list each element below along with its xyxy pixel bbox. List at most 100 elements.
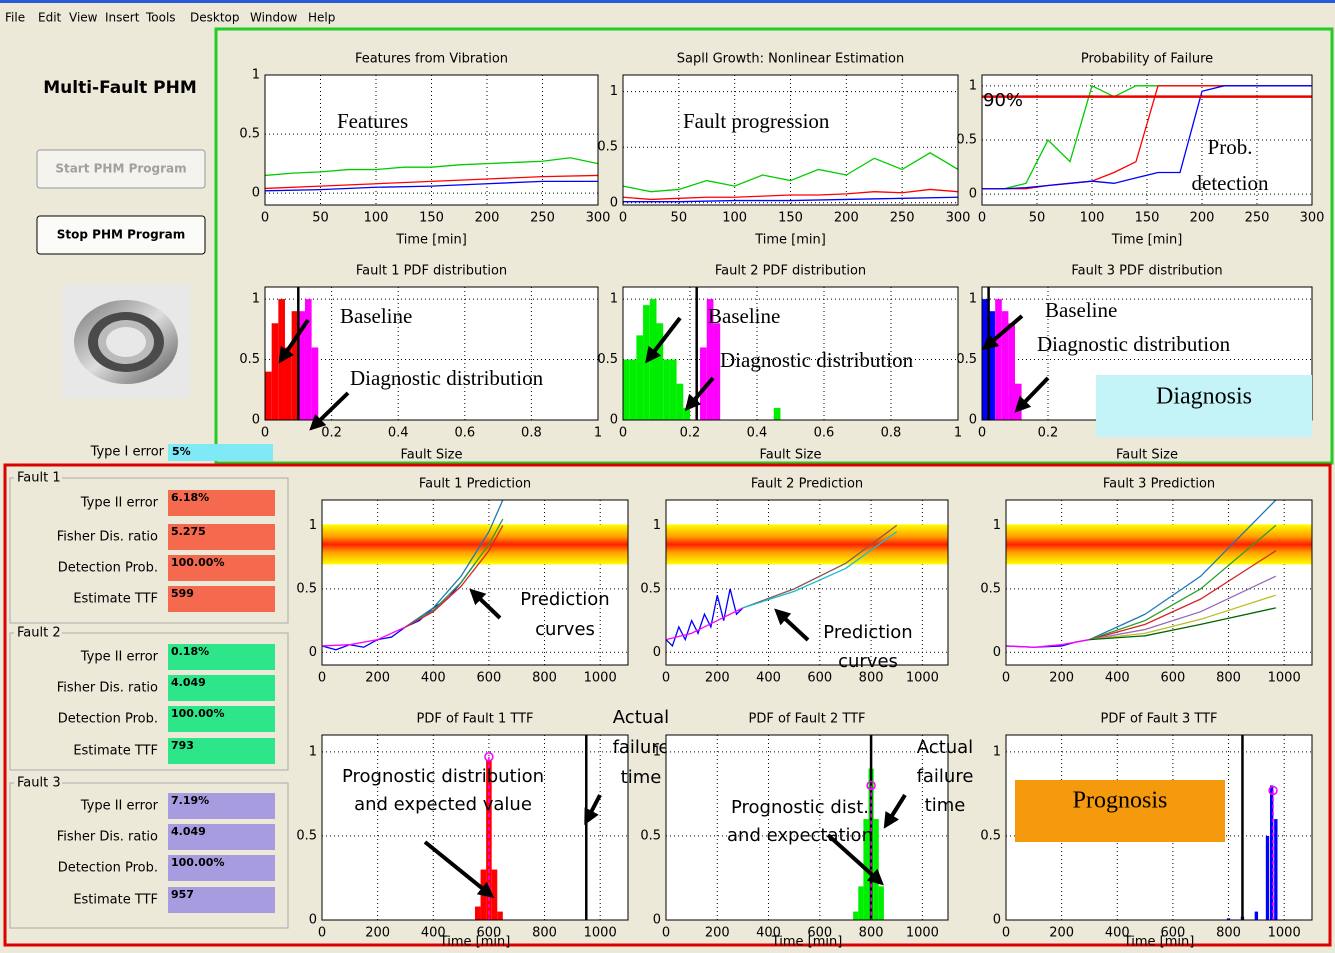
plot-title: Probability of Failure (1081, 52, 1213, 67)
menu-item[interactable]: Desktop (190, 11, 240, 25)
x-axis-label: Fault Size (759, 448, 821, 463)
menu-item[interactable]: Edit (38, 11, 62, 25)
bar (265, 372, 272, 420)
plot-title: PDF of Fault 1 TTF (417, 712, 534, 727)
y-tick-label: 0.5 (956, 133, 977, 148)
field-label: Detection Prob. (58, 861, 158, 876)
x-tick-label: 200 (834, 211, 859, 226)
x-tick-label: 600 (476, 671, 501, 686)
field-label: Detection Prob. (58, 712, 158, 727)
x-tick-label: 600 (1160, 926, 1185, 941)
bar (1008, 323, 1015, 420)
annotation: Prognostic distribution (342, 766, 544, 787)
bar (278, 299, 285, 420)
x-tick-label: 600 (476, 926, 501, 941)
plot: Fault 1 Prediction0200400600800100000.51… (296, 477, 628, 686)
x-tick-label: 300 (1300, 211, 1325, 226)
x-tick-label: 200 (1190, 211, 1215, 226)
bar (1255, 912, 1258, 920)
x-tick-label: 100 (364, 211, 389, 226)
y-tick-label: 1 (610, 292, 618, 307)
plot-title: Fault 3 PDF distribution (1071, 264, 1222, 279)
x-tick-label: 100 (1080, 211, 1105, 226)
x-tick-label: 800 (859, 926, 884, 941)
bar (636, 335, 643, 420)
menu-item[interactable]: Tools (145, 11, 176, 25)
x-axis-label: Fault Size (1116, 448, 1178, 463)
bar (643, 305, 650, 420)
fault-title: Fault 2 (17, 626, 61, 641)
x-tick-label: 1000 (584, 671, 617, 686)
plot-title: Sapll Growth: Nonlinear Estimation (677, 52, 904, 67)
annotation: 90% (983, 90, 1023, 111)
plot-title: Features from Vibration (355, 52, 508, 67)
diagnosis-label: Diagnosis (1156, 384, 1252, 410)
menu-item[interactable]: File (5, 11, 25, 25)
plot-area (322, 735, 628, 920)
x-tick-label: 0 (318, 926, 326, 941)
annotation: time (925, 795, 966, 816)
bar (1266, 836, 1269, 920)
start-button-label[interactable]: Start PHM Program (55, 162, 186, 176)
x-tick-label: 0 (261, 426, 269, 441)
field-value: 0.18% (171, 645, 209, 658)
x-tick-label: 200 (365, 671, 390, 686)
x-tick-label: 800 (1216, 926, 1241, 941)
x-tick-label: 0 (662, 671, 670, 686)
x-tick-label: 0.2 (1038, 426, 1059, 441)
y-tick-label: 1 (969, 292, 977, 307)
annotation: Prob. (1208, 135, 1253, 159)
y-tick-label: 0 (969, 187, 977, 202)
type1-label: Type I error (90, 445, 165, 460)
field-value: 4.049 (171, 676, 206, 689)
bar (497, 912, 503, 920)
x-tick-label: 200 (1049, 926, 1074, 941)
bar (853, 912, 858, 920)
field-value: 5.275 (171, 525, 206, 538)
field-label: Type II error (80, 496, 159, 511)
x-tick-label: 1000 (584, 926, 617, 941)
stop-button-label[interactable]: Stop PHM Program (57, 228, 185, 242)
x-tick-label: 400 (421, 926, 446, 941)
annotation: Diagnostic distribution (720, 348, 914, 372)
menu-item[interactable]: Window (250, 11, 298, 25)
bar (1015, 384, 1022, 420)
x-tick-label: 150 (1135, 211, 1160, 226)
y-tick-label: 0.5 (296, 828, 317, 843)
x-tick-label: 50 (1029, 211, 1046, 226)
y-tick-label: 1 (653, 518, 661, 533)
x-tick-label: 200 (1049, 671, 1074, 686)
plot: PDF of Fault 2 TTFTime [min]020040060080… (640, 712, 973, 950)
x-tick-label: 1000 (906, 926, 939, 941)
bar (492, 870, 498, 920)
x-tick-label: 1 (594, 426, 602, 441)
x-tick-label: 250 (890, 211, 915, 226)
field-label: Fisher Dis. ratio (57, 530, 158, 545)
x-tick-label: 400 (756, 671, 781, 686)
x-tick-label: 50 (312, 211, 329, 226)
menu-item[interactable]: View (69, 11, 98, 25)
y-tick-label: 0 (309, 645, 317, 660)
y-tick-label: 1 (252, 292, 260, 307)
y-tick-label: 1 (610, 84, 618, 99)
field-value: 6.18% (171, 491, 209, 504)
x-tick-label: 800 (532, 671, 557, 686)
x-tick-label: 0.4 (388, 426, 409, 441)
y-tick-label: 0.5 (956, 352, 977, 367)
x-tick-label: 400 (421, 671, 446, 686)
annotation: and expectation (727, 825, 873, 846)
field-value: 100.00% (171, 856, 224, 869)
field-label: Type II error (80, 799, 159, 814)
menu-item[interactable]: Help (308, 11, 335, 25)
x-tick-label: 0 (1002, 926, 1010, 941)
field-value: 599 (171, 587, 194, 600)
y-tick-label: 0 (993, 645, 1001, 660)
field-value: 4.049 (171, 825, 206, 838)
x-tick-label: 0.8 (521, 426, 542, 441)
x-tick-label: 0 (318, 671, 326, 686)
x-tick-label: 0 (619, 211, 627, 226)
annotation: and expected value (354, 794, 532, 815)
menu-item[interactable]: Insert (105, 11, 140, 25)
bar (874, 819, 879, 920)
x-tick-label: 250 (530, 211, 555, 226)
